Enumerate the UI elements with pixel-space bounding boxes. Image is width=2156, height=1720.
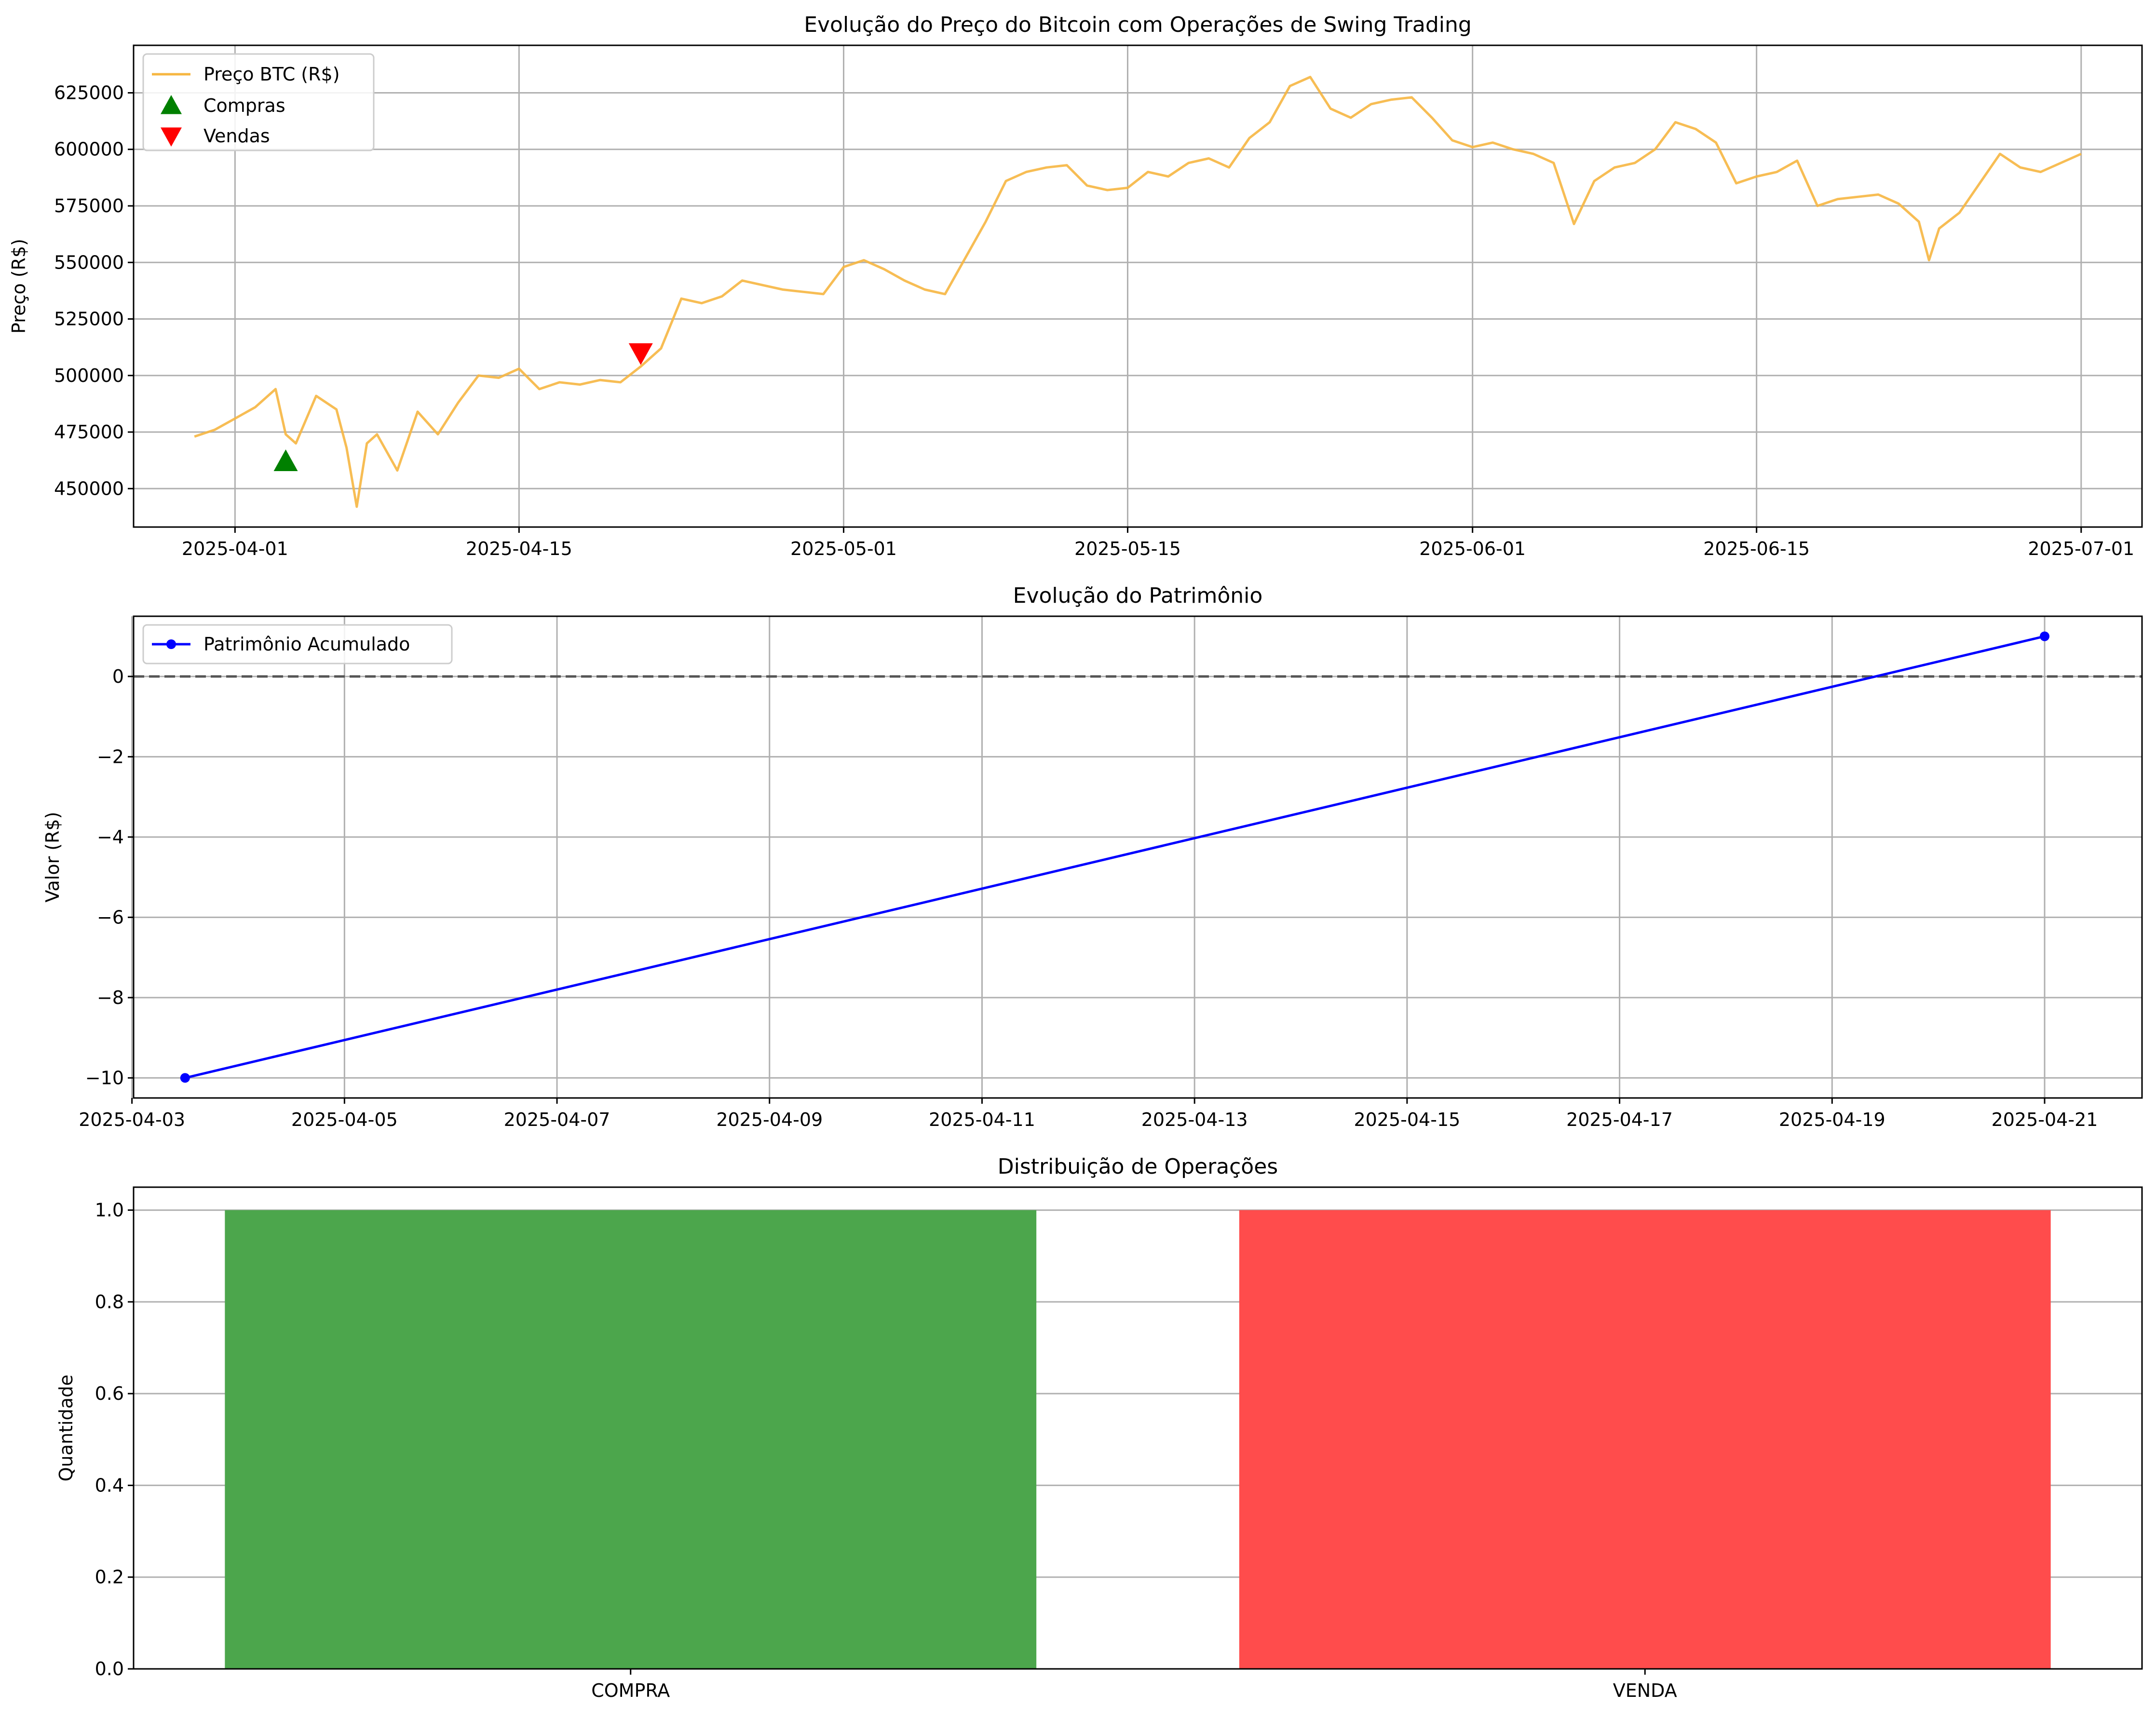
price-chart-frame xyxy=(133,44,2143,528)
price-chart-plot-area xyxy=(194,76,2082,508)
operations-chart-y-label: Quantidade xyxy=(55,1375,77,1482)
equity-chart-x-tick-label: 2025-04-09 xyxy=(716,1109,823,1130)
operations-chart-y-tick-label: 0.6 xyxy=(95,1383,124,1404)
price-chart-x-tick-label: 2025-05-01 xyxy=(790,538,897,559)
equity-chart-y-tick-label: −8 xyxy=(97,987,124,1008)
equity-chart-y-tick-label: −4 xyxy=(97,826,124,848)
bar-compra xyxy=(225,1210,1037,1669)
equity-chart-x-tick-label: 2025-04-13 xyxy=(1141,1109,1248,1130)
equity-chart-legend: Patrimônio Acumulado xyxy=(142,624,453,664)
operations-chart-y-tick-label: 0.2 xyxy=(95,1567,124,1588)
equity-chart-panel: Evolução do Patrimônio Valor (R$) −10−8−… xyxy=(42,583,2143,1130)
legend-sell-swatch xyxy=(161,127,182,147)
price-chart-x-tick-label: 2025-06-15 xyxy=(1703,538,1810,559)
price-chart-y-tick-label: 525000 xyxy=(54,309,124,330)
legend-equity-marker xyxy=(166,639,176,649)
sell-marker xyxy=(628,343,653,365)
price-chart-x-tick-label: 2025-07-01 xyxy=(2028,538,2134,559)
equity-chart-y-tick-label: 0 xyxy=(112,666,124,687)
price-chart-x-tick-label: 2025-06-01 xyxy=(1419,538,1526,559)
operations-chart-ticks: 0.0 0.2 0.4 0.6 0.8 1.0 COMPRA VENDA xyxy=(95,1200,1677,1701)
operations-chart-y-tick-label: 1.0 xyxy=(95,1200,124,1221)
price-chart-y-tick-label: 500000 xyxy=(54,365,124,386)
equity-chart-title: Evolução do Patrimônio xyxy=(1013,583,1263,608)
price-chart-y-tick-label: 550000 xyxy=(54,252,124,273)
operations-chart-plot-area xyxy=(225,1210,2051,1669)
equity-chart-y-tick-label: −10 xyxy=(85,1067,124,1088)
equity-chart-x-tick-label: 2025-04-07 xyxy=(504,1109,610,1130)
equity-chart-x-tick-label: 2025-04-17 xyxy=(1566,1109,1673,1130)
legend-buy-label: Compras xyxy=(203,95,285,116)
equity-chart-ticks: −10 −8 −6 −4 −2 0 2025-04-03 2025-04-05 2025-04-… xyxy=(79,666,2098,1130)
equity-chart-y-label: Valor (R$) xyxy=(42,812,63,902)
equity-chart-y-tick-label: −6 xyxy=(97,907,124,928)
equity-chart-x-tick-label: 2025-04-19 xyxy=(1779,1109,1885,1130)
operations-chart-title: Distribuição de Operações xyxy=(998,1154,1278,1179)
bar-venda xyxy=(1239,1210,2051,1669)
legend-price-label: Preço BTC (R$) xyxy=(203,64,340,85)
equity-chart-x-tick-label: 2025-04-15 xyxy=(1354,1109,1460,1130)
price-chart-x-tick-label: 2025-04-01 xyxy=(182,538,288,559)
operations-chart-panel: Distribuição de Operações Quantidade 0.0… xyxy=(55,1154,2143,1701)
equity-point xyxy=(2040,631,2050,641)
buy-marker xyxy=(273,449,298,471)
operations-chart-x-tick-label: COMPRA xyxy=(591,1680,670,1701)
price-chart-grid xyxy=(134,45,2142,527)
price-chart-y-tick-label: 450000 xyxy=(54,478,124,499)
price-chart-y-tick-label: 625000 xyxy=(54,82,124,103)
price-chart-ticks: 450000 475000 500000 525000 550000 575000 6000… xyxy=(54,82,2134,559)
price-chart-legend: Preço BTC (R$) Compras Vendas xyxy=(142,53,375,151)
equity-chart-frame xyxy=(133,615,2143,1099)
legend-box xyxy=(142,53,375,151)
operations-chart-y-tick-label: 0.0 xyxy=(95,1658,124,1679)
equity-chart-x-tick-label: 2025-04-11 xyxy=(929,1109,1035,1130)
equity-chart-x-tick-label: 2025-04-21 xyxy=(1992,1109,2098,1130)
price-chart-y-label: Preço (R$) xyxy=(8,239,29,334)
price-chart-x-tick-label: 2025-05-15 xyxy=(1074,538,1181,559)
operations-chart-y-tick-label: 0.4 xyxy=(95,1475,124,1496)
equity-chart-y-tick-label: −2 xyxy=(97,746,124,767)
legend-buy-swatch xyxy=(161,95,182,114)
equity-point xyxy=(180,1073,190,1083)
equity-line xyxy=(185,635,2045,1079)
price-chart-x-tick-label: 2025-04-15 xyxy=(466,538,572,559)
price-chart-y-tick-label: 475000 xyxy=(54,421,124,443)
legend-equity-label: Patrimônio Acumulado xyxy=(203,634,410,655)
price-chart-y-tick-label: 575000 xyxy=(54,195,124,217)
equity-chart-grid xyxy=(131,616,2142,1098)
equity-chart-plot-area xyxy=(134,631,2142,1083)
price-chart-y-tick-label: 600000 xyxy=(54,139,124,160)
price-chart-title: Evolução do Preço do Bitcoin com Operaçõ… xyxy=(804,13,1472,37)
price-chart-panel: Evolução do Preço do Bitcoin com Operaçõ… xyxy=(8,13,2143,559)
equity-chart-x-tick-label: 2025-04-03 xyxy=(79,1109,185,1130)
legend-sell-label: Vendas xyxy=(203,125,270,147)
operations-chart-y-tick-label: 0.8 xyxy=(95,1291,124,1313)
operations-chart-x-tick-label: VENDA xyxy=(1613,1680,1677,1701)
equity-chart-x-tick-label: 2025-04-05 xyxy=(291,1109,398,1130)
legend-box xyxy=(142,624,453,664)
operations-chart-frame xyxy=(133,1186,2143,1670)
btc-price-line xyxy=(194,76,2082,508)
